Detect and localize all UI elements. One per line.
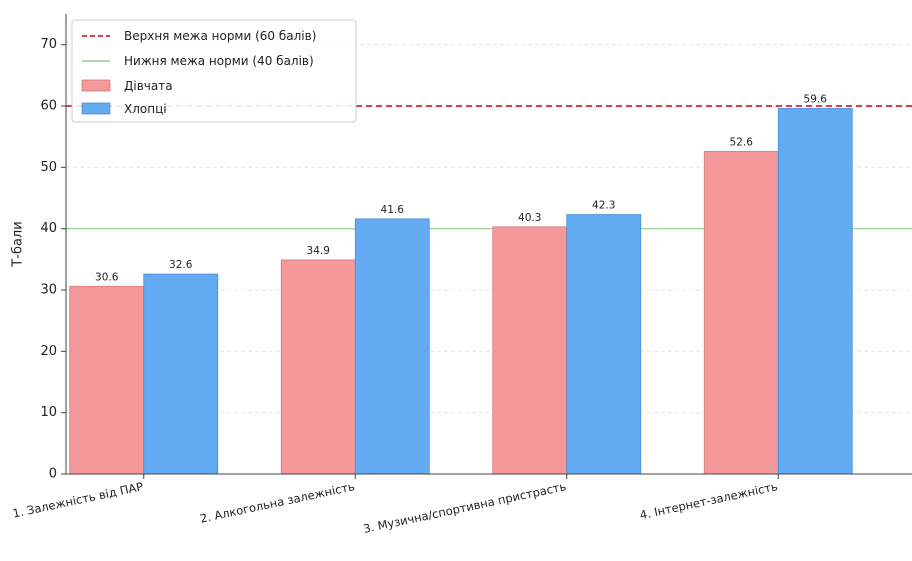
data-label-boys-3: 42.3: [592, 200, 615, 212]
legend-swatch-girls: [81, 79, 111, 92]
data-label-girls-4: 52.6: [730, 136, 754, 148]
x-tick-label-2: 2. Алкогольна залежність: [199, 479, 356, 526]
data-label-girls-2: 34.9: [307, 245, 330, 257]
x-ticks: 1. Залежність від ПАР 2. Алкогольна залеж…: [11, 474, 779, 536]
x-tick-label-4: 4. Інтернет-залежність: [639, 479, 780, 522]
y-tick-label: 50: [40, 160, 57, 175]
bar-girls-3: [492, 226, 568, 475]
data-label-boys-4: 59.6: [804, 93, 828, 105]
legend-label-girls: Дівчата: [124, 79, 173, 93]
legend-label-lower-line: Нижня межа норми (40 балів): [124, 54, 314, 68]
bar-boys-4: [777, 108, 853, 475]
data-label-boys-1: 32.6: [169, 259, 193, 271]
data-label-boys-2: 41.6: [381, 204, 405, 216]
data-label-girls-1: 30.6: [95, 271, 119, 283]
bar-boys-1: [143, 273, 219, 475]
y-tick-label: 0: [49, 467, 57, 482]
bar-boys-3: [566, 214, 642, 475]
legend-label-boys: Хлопці: [124, 102, 167, 116]
bar-girls-2: [280, 259, 356, 475]
bar-boys-2: [354, 218, 430, 475]
bar-girls-1: [69, 285, 145, 475]
legend: Верхня межа норми (60 балів) Нижня межа …: [71, 19, 357, 123]
x-tick-label-1: 1. Залежність від ПАР: [11, 479, 144, 520]
y-tick-label: 40: [40, 221, 57, 236]
y-axis-title: Т-бали: [11, 221, 26, 267]
legend-label-upper-line: Верхня межа норми (60 балів): [124, 29, 316, 43]
y-tick-label: 20: [40, 344, 57, 359]
y-tick-label: 70: [40, 37, 57, 52]
data-labels: 30.6 32.6 34.9 41.6 40.3 42.3 52.6 59.6: [95, 93, 827, 283]
y-tick-label: 30: [40, 283, 57, 298]
x-tick-label-3: 3. Музична/спортивна пристрасть: [362, 479, 568, 536]
y-tick-label: 10: [40, 405, 57, 420]
legend-swatch-boys: [81, 102, 111, 115]
data-label-girls-3: 40.3: [518, 212, 541, 224]
y-ticks: 0 10 20 30 40 50 60 70: [40, 37, 66, 482]
bar-girls-4: [703, 150, 779, 475]
legend-box: [71, 19, 357, 123]
bars: [69, 108, 853, 475]
y-tick-label: 60: [40, 99, 57, 114]
